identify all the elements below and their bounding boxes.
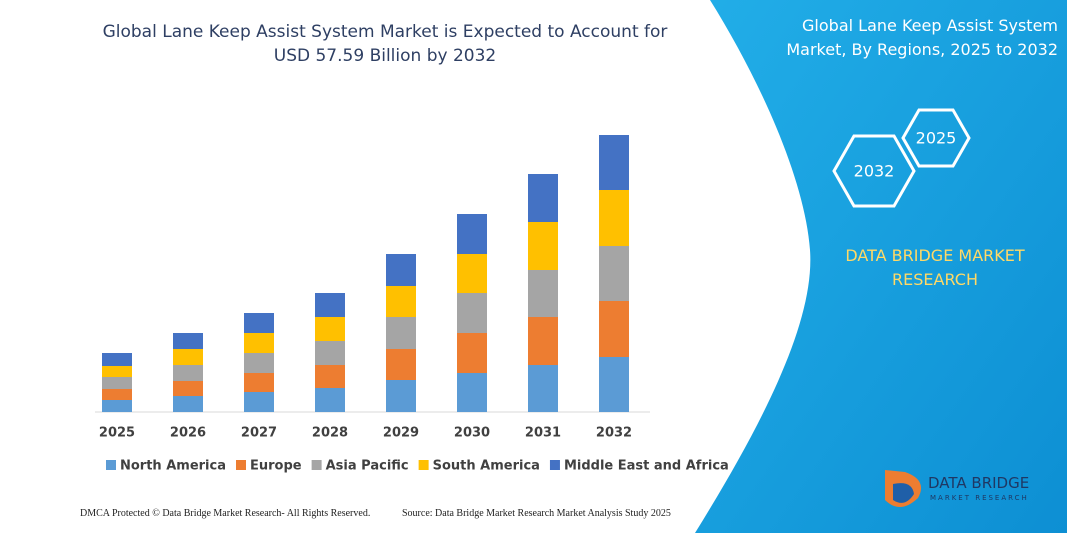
bar-segment — [386, 317, 416, 349]
legend-swatch — [549, 460, 560, 470]
legend-label: South America — [433, 459, 540, 474]
x-tick-label: 2028 — [312, 426, 348, 441]
bar-segment — [457, 214, 487, 254]
bar-segment — [244, 353, 274, 373]
legend-label: Asia Pacific — [326, 459, 409, 474]
x-tick-label: 2029 — [383, 426, 419, 441]
bar-segment — [457, 293, 487, 333]
x-tick-label: 2030 — [454, 426, 490, 441]
bar-segment — [173, 381, 203, 396]
bar-segment — [244, 392, 274, 412]
brand: DATA BRIDGE MARKET RESEARCH — [845, 246, 1025, 289]
bar-segment — [315, 341, 345, 365]
bar-segment — [102, 353, 132, 366]
logo-name: DATA BRIDGE — [928, 474, 1030, 492]
bar-segment — [102, 366, 132, 377]
bar-segment — [457, 373, 487, 412]
legend-swatch — [418, 460, 429, 470]
bar-segment — [102, 377, 132, 389]
x-tick-label: 2026 — [170, 426, 206, 441]
x-tick-label: 2032 — [596, 426, 632, 441]
legend-label: Europe — [250, 459, 302, 474]
side-panel — [695, 0, 1067, 533]
bar-segment — [173, 365, 203, 381]
bar-segment — [244, 333, 274, 353]
footer-left: DMCA Protected © Data Bridge Market Rese… — [80, 508, 371, 519]
x-tick-label: 2025 — [99, 426, 135, 441]
badge: 2032 — [854, 162, 895, 181]
hexagon — [832, 134, 916, 208]
bar-segment — [528, 270, 558, 317]
legend-label: North America — [120, 459, 226, 474]
bar-segment — [599, 357, 629, 412]
legend-swatch — [236, 460, 246, 470]
bar-segment — [173, 333, 203, 349]
bar-segment — [457, 333, 487, 373]
legend-swatch — [106, 460, 116, 470]
bar-segment — [315, 293, 345, 317]
bar-segment — [599, 190, 629, 246]
bar-segment — [386, 380, 416, 412]
bar-segment — [102, 389, 132, 400]
bar-segment — [528, 365, 558, 412]
bar-segment — [386, 349, 416, 380]
bar-segment — [599, 135, 629, 190]
bar-segment — [457, 254, 487, 293]
badge: 2025 — [916, 129, 957, 148]
bar-segment — [599, 246, 629, 301]
bar-segment — [386, 254, 416, 286]
bar-segment — [173, 349, 203, 365]
bar-segment — [102, 400, 132, 412]
x-tick-label: 2027 — [241, 426, 277, 441]
bar-segment — [528, 174, 558, 222]
legend-swatch — [311, 460, 322, 470]
logo-mark — [893, 483, 914, 503]
bar-segment — [315, 365, 345, 388]
hexagon — [901, 108, 971, 168]
x-tick-label: 2031 — [525, 426, 561, 441]
bar-segment — [386, 286, 416, 317]
bar-segment — [528, 222, 558, 270]
bar-segment — [315, 388, 345, 412]
bar-segment — [244, 313, 274, 333]
bar-segment — [599, 301, 629, 357]
legend-label: Middle East and Africa — [564, 459, 729, 474]
bar-segment — [173, 396, 203, 412]
bar-segment — [528, 317, 558, 365]
logo-tagline: MARKET RESEARCH — [930, 494, 1029, 502]
title: Global Lane Keep Assist System Market is… — [102, 22, 668, 66]
side-title: Global Lane Keep Assist System Market, B… — [786, 16, 1058, 59]
footer-right: Source: Data Bridge Market Research Mark… — [402, 508, 671, 519]
bar-segment — [315, 317, 345, 341]
bar-segment — [244, 373, 274, 392]
